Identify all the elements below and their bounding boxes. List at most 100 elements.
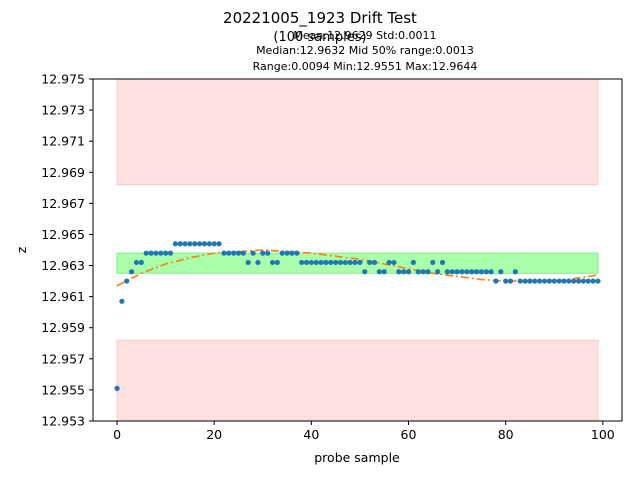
sample-point: [444, 269, 450, 275]
sample-point: [289, 250, 295, 256]
sample-point: [430, 259, 436, 266]
sample-point: [138, 259, 144, 266]
y-tick-label: 12.965: [41, 227, 85, 242]
sample-point: [255, 259, 261, 266]
sample-point: [133, 259, 140, 266]
sample-point: [590, 278, 596, 284]
sample-point: [585, 278, 591, 284]
x-tick-label: 60: [401, 427, 417, 442]
sample-point: [580, 278, 586, 284]
sample-point: [187, 241, 193, 247]
sample-point: [537, 278, 543, 284]
sample-point: [556, 278, 562, 284]
sample-point: [182, 241, 188, 247]
sample-point: [337, 259, 344, 266]
sample-point: [265, 250, 271, 256]
x-axis-label: probe sample: [314, 450, 400, 465]
plot-frame: [92, 78, 623, 422]
sample-point: [318, 259, 324, 266]
sample-point: [425, 269, 431, 275]
sample-point: [420, 269, 426, 275]
sample-point: [575, 278, 582, 284]
x-tick-label: 0: [113, 427, 121, 442]
sample-point: [352, 259, 358, 266]
sample-point: [313, 259, 319, 266]
x-tick-label: 40: [303, 427, 319, 442]
sample-point: [449, 269, 455, 275]
sample-point: [279, 250, 285, 256]
limit-bands: [116, 78, 599, 422]
x-tick-label: 20: [206, 427, 222, 442]
x-axis-ticks: 0 20 40 60 80 100: [113, 421, 615, 442]
lower-limit-band: [116, 339, 599, 422]
y-tick-label: 12.973: [41, 103, 85, 118]
sample-point: [391, 259, 397, 266]
y-tick-label: 12.967: [41, 196, 85, 211]
sample-point: [473, 269, 480, 275]
sample-point: [541, 278, 548, 284]
sample-point: [488, 269, 494, 275]
sample-point: [410, 259, 416, 266]
stats-line-3: Range:0.0094 Min:12.9551 Max:12.9644: [253, 60, 478, 73]
sample-point: [571, 278, 577, 284]
sample-point: [153, 250, 159, 256]
sample-point: [546, 278, 552, 284]
sample-point: [367, 259, 373, 266]
sample-point: [566, 278, 572, 284]
sample-point: [245, 259, 251, 266]
sample-point: [507, 278, 514, 284]
sample-point: [323, 259, 329, 266]
sample-point: [274, 259, 280, 266]
sample-point: [114, 385, 120, 391]
sample-point: [561, 278, 567, 284]
sample-point: [517, 278, 523, 284]
sample-point: [226, 250, 232, 256]
sample-point: [371, 259, 378, 266]
sample-point: [143, 250, 149, 256]
y-tick-label: 12.955: [41, 382, 85, 397]
sample-point: [211, 241, 217, 247]
stats-line-1: Mean:12.9629 Std:0.0011: [293, 29, 436, 42]
sample-point: [483, 269, 489, 275]
y-tick-label: 12.953: [41, 414, 85, 429]
sample-point: [328, 259, 334, 266]
sample-point: [216, 241, 222, 247]
sample-point: [376, 269, 382, 275]
sample-point: [197, 241, 203, 247]
sample-point: [405, 269, 412, 275]
y-tick-label: 12.971: [41, 134, 85, 149]
sample-point: [269, 259, 276, 266]
sample-point: [167, 250, 174, 256]
sample-point: [172, 241, 178, 247]
sample-point: [129, 269, 135, 275]
sample-point: [522, 278, 528, 284]
sample-point: [527, 278, 533, 284]
sample-point: [303, 259, 310, 266]
sample-point: [158, 250, 164, 256]
sample-point: [357, 259, 363, 266]
y-tick-label: 12.959: [41, 320, 85, 335]
sample-point: [595, 278, 601, 284]
sample-point: [532, 278, 538, 284]
sample-point: [294, 250, 300, 256]
y-tick-label: 12.957: [41, 351, 85, 366]
sample-points: [114, 241, 601, 391]
sample-point: [498, 269, 504, 275]
sample-point: [299, 259, 305, 266]
sample-point: [386, 259, 392, 266]
sample-point: [464, 269, 470, 275]
sample-point: [177, 241, 183, 247]
sample-point: [235, 250, 242, 256]
y-axis-ticks: 12.953 12.955 12.957 12.959 12.961 12.963 12.9…: [41, 72, 93, 429]
sample-point: [148, 250, 154, 256]
sample-point: [512, 269, 518, 275]
chart-title: 20221005_1923 Drift Test: [223, 9, 417, 28]
sample-point: [308, 259, 314, 266]
y-tick-label: 12.963: [41, 258, 85, 273]
sample-point: [396, 269, 402, 275]
stats-line-2: Median:12.9632 Mid 50% range:0.0013: [256, 44, 474, 57]
sample-point: [362, 269, 368, 275]
fit-line-layer: [116, 249, 599, 287]
sample-point: [401, 269, 407, 275]
